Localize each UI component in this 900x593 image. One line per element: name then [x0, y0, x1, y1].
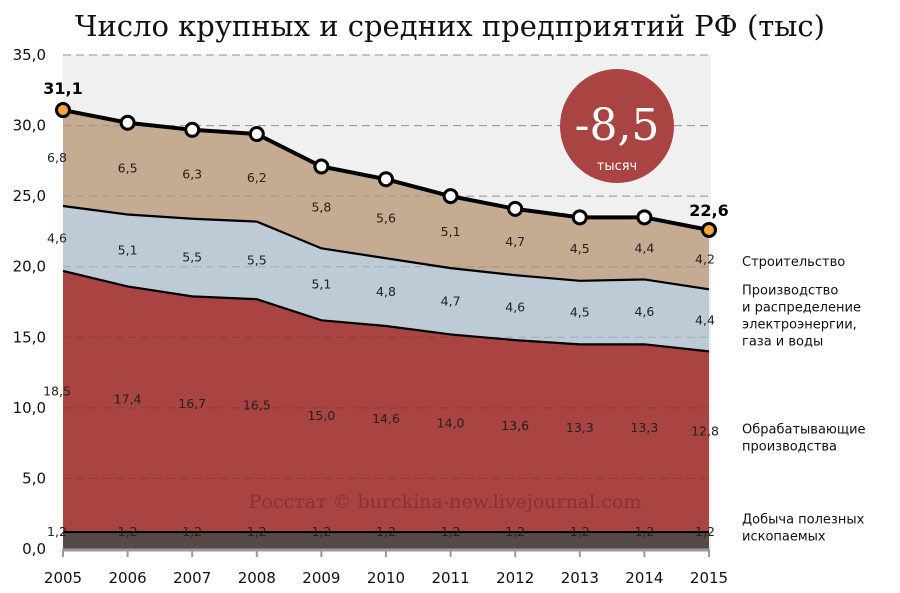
x-tick-label: 2015 — [690, 569, 728, 587]
legend-entry-0: ископаемых — [742, 530, 826, 545]
legend-entry-2: электроэнергии, — [742, 318, 857, 333]
value-label: 1,2 — [695, 524, 715, 539]
value-label: 5,5 — [182, 250, 202, 265]
total-marker — [378, 171, 394, 188]
value-label: 4,6 — [634, 304, 654, 319]
legend-entry-2: Производство — [742, 284, 838, 299]
total-marker — [636, 209, 653, 226]
area-3 — [63, 110, 709, 290]
x-tick-label: 2007 — [173, 569, 211, 587]
y-tick-label: 10,0 — [13, 399, 46, 417]
x-tick-label: 2010 — [367, 569, 405, 587]
total-marker — [507, 200, 524, 217]
value-label: 1,2 — [441, 524, 461, 539]
x-tick-label: 2014 — [625, 569, 663, 587]
watermark: Росстат © burckina-new.livejournal.com — [249, 491, 642, 513]
value-label: 16,7 — [178, 396, 206, 411]
legend-entry-0: Добыча полезных — [742, 513, 865, 528]
value-label: 6,2 — [247, 170, 267, 185]
total-marker — [313, 158, 330, 175]
badge-unit: тысяч — [597, 159, 638, 174]
value-label: 12,8 — [691, 424, 719, 439]
value-label: 4,5 — [570, 305, 590, 320]
value-label: 1,2 — [311, 524, 331, 539]
y-tick-label: 15,0 — [13, 328, 46, 346]
x-tick-label: 2008 — [238, 569, 276, 587]
value-label: 4,5 — [570, 241, 590, 256]
value-label: 1,2 — [47, 524, 67, 539]
value-label: 5,1 — [311, 276, 331, 291]
badge-value: -8,5 — [575, 100, 660, 151]
value-label: 1,2 — [570, 524, 590, 539]
y-tick-label: 20,0 — [13, 258, 46, 276]
y-tick-label: 35,0 — [13, 46, 46, 64]
value-label: 17,4 — [114, 391, 142, 406]
y-tick-label: 25,0 — [13, 187, 46, 205]
value-label: 1,2 — [634, 524, 654, 539]
value-label: 5,6 — [376, 211, 396, 226]
x-tick-label: 2005 — [44, 569, 82, 587]
total-marker — [55, 102, 71, 119]
value-label: 14,0 — [437, 415, 465, 430]
legend-entry-2: газа и воды — [742, 335, 823, 350]
x-tick-label: 2013 — [561, 569, 599, 587]
legend-entry-1: Обрабатывающие — [742, 423, 866, 438]
legend-entry-1: производства — [742, 440, 837, 455]
x-tick-label: 2009 — [302, 569, 340, 587]
value-label: 4,4 — [695, 312, 715, 327]
value-label: 5,5 — [247, 252, 267, 267]
value-label: 1,2 — [182, 524, 202, 539]
value-label: 6,5 — [118, 161, 138, 176]
value-label: 4,6 — [47, 230, 67, 245]
value-label: 4,2 — [695, 252, 715, 267]
chart-title: Число крупных и средних предприятий РФ (… — [75, 9, 825, 43]
value-label: 14,6 — [372, 411, 400, 426]
value-label: 13,3 — [630, 420, 658, 435]
legend-entry-3: Строительство — [742, 255, 845, 270]
value-label: 4,8 — [376, 284, 396, 299]
value-label: 5,8 — [311, 199, 331, 214]
area-1 — [63, 270, 709, 533]
value-label: 15,0 — [307, 408, 335, 423]
value-label: 13,3 — [566, 420, 594, 435]
area-0 — [63, 532, 709, 549]
total-label-last: 22,6 — [689, 201, 728, 220]
value-label: 4,4 — [634, 240, 654, 255]
legend-entry-2: и распределение — [742, 301, 861, 316]
total-marker — [571, 209, 588, 226]
total-marker — [701, 222, 717, 239]
value-label: 6,3 — [182, 166, 202, 181]
total-marker — [184, 121, 201, 138]
value-label: 4,7 — [441, 293, 461, 308]
value-label: 6,8 — [47, 150, 67, 165]
badge-circle — [560, 69, 674, 183]
y-tick-label: 5,0 — [22, 469, 46, 487]
value-label: 5,1 — [441, 224, 461, 239]
value-label: 4,7 — [505, 234, 525, 249]
area-2 — [63, 206, 709, 352]
x-tick-label: 2006 — [109, 569, 147, 587]
total-marker — [442, 188, 459, 205]
series-line-2 — [62, 204, 710, 291]
value-label: 5,1 — [118, 242, 138, 257]
value-label: 1,2 — [376, 524, 396, 539]
x-tick-label: 2011 — [432, 569, 470, 587]
total-marker — [248, 126, 265, 143]
y-tick-label: 0,0 — [22, 540, 46, 558]
value-label: 1,2 — [247, 524, 267, 539]
series-line-1 — [62, 269, 710, 353]
total-label-first: 31,1 — [43, 79, 82, 98]
value-label: 4,6 — [505, 300, 525, 315]
total-marker — [119, 114, 136, 131]
value-label: 1,2 — [505, 524, 525, 539]
value-label: 13,6 — [501, 418, 529, 433]
y-tick-label: 30,0 — [13, 117, 46, 135]
value-label: 16,5 — [243, 398, 271, 413]
x-tick-label: 2012 — [496, 569, 534, 587]
value-label: 18,5 — [43, 384, 71, 399]
value-label: 1,2 — [118, 524, 138, 539]
